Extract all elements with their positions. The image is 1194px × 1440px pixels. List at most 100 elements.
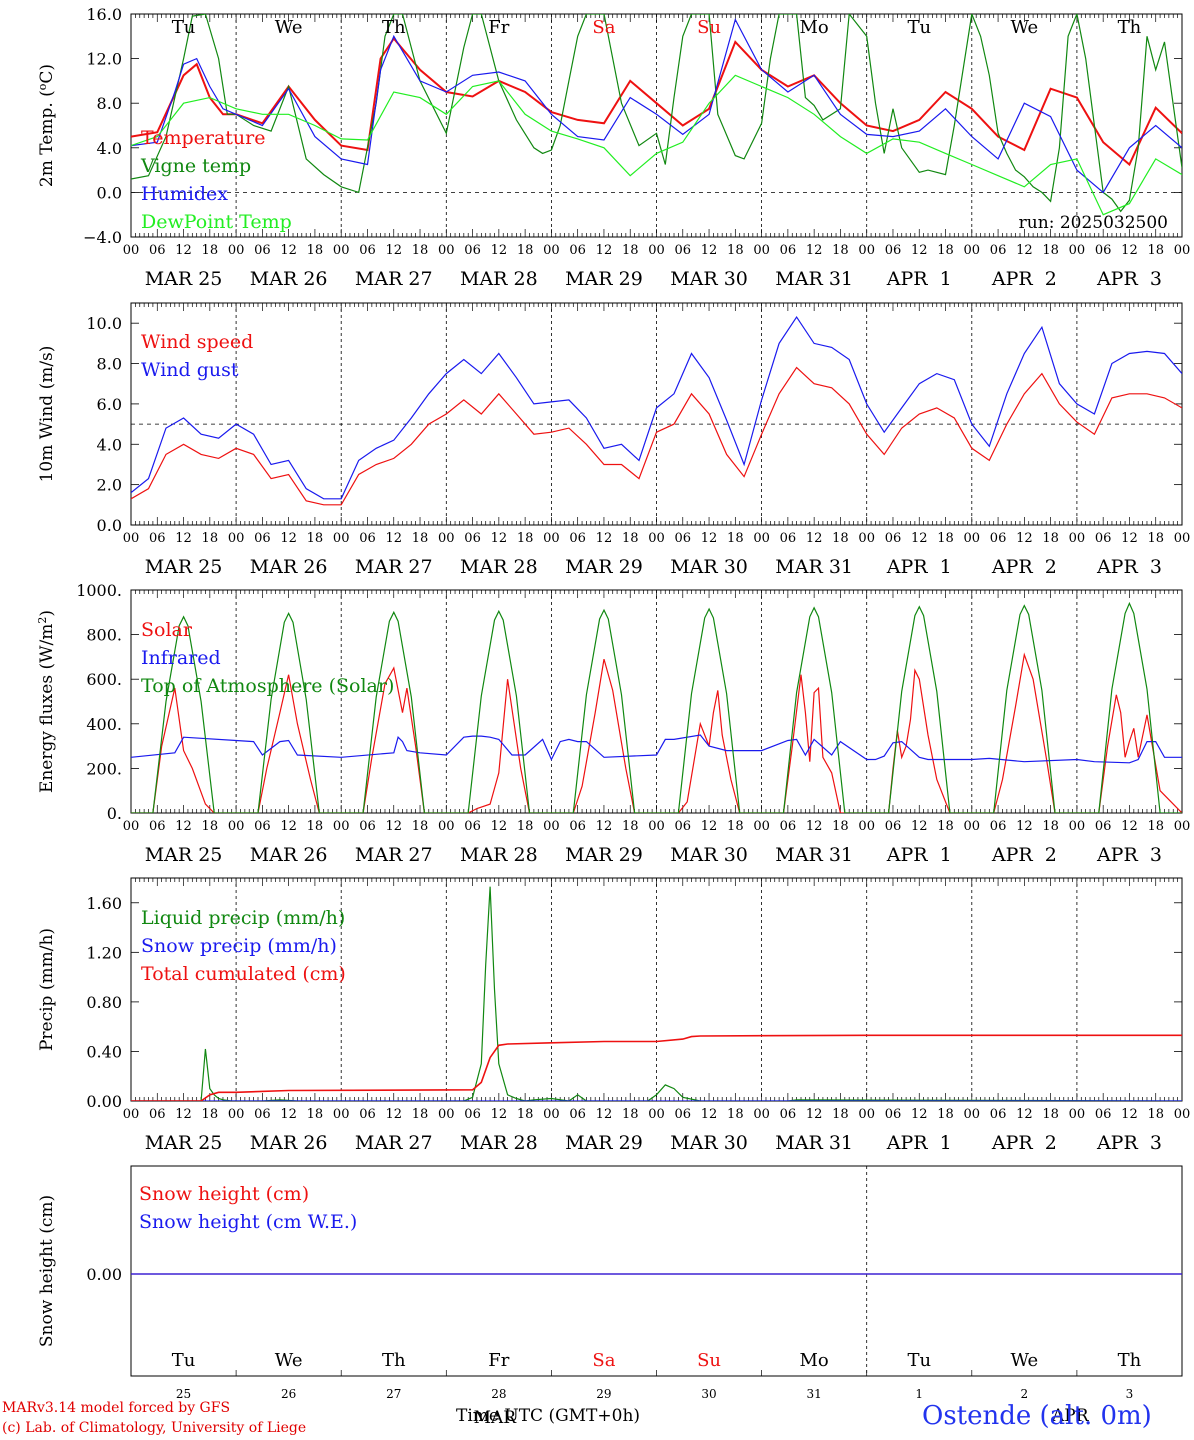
y-tick-label: 4.0 [97,139,122,158]
y-tick-label: 800. [86,626,122,645]
legend-entry: Liquid precip (mm/h) [141,907,345,929]
hour-label: 00 [123,1107,140,1122]
date-label: APR 3 [1096,844,1162,866]
hour-label: 12 [491,1107,508,1122]
hour-label: 12 [491,243,508,258]
series-humidex [131,17,1182,194]
hour-label: 18 [517,243,534,258]
day-number: 26 [281,1387,296,1401]
location-title: Ostende (alt. 0m) [922,1401,1152,1431]
hour-label: 18 [1042,243,1059,258]
y-tick-label: 600. [86,670,122,689]
hour-label: 06 [885,819,902,834]
hour-label: 00 [858,531,875,546]
date-label: MAR 27 [355,556,433,578]
date-label: MAR 25 [145,268,223,290]
hour-label: 12 [701,1107,718,1122]
panel-5 [130,1165,1183,1377]
y-axis-label: Energy fluxes (W/m2) [36,610,58,793]
y-axis-label: Snow height (cm) [37,1195,57,1347]
hour-label: 18 [202,819,219,834]
day-number: 1 [915,1387,923,1401]
date-label: MAR 26 [250,556,328,578]
legend-entry: Snow precip (mm/h) [141,935,337,957]
hour-label: 06 [254,531,271,546]
legend-entry: Wind speed [141,331,253,353]
hour-label: 12 [1016,1107,1033,1122]
day-name: Sa [592,17,615,38]
y-tick-label: 200. [86,759,122,778]
hour-label: 12 [701,819,718,834]
hour-label: 06 [780,819,797,834]
y-tick-label: 8.0 [97,355,122,374]
hour-label: 06 [675,1107,692,1122]
hour-label: 06 [675,819,692,834]
hour-label: 06 [464,819,481,834]
hour-label: 12 [596,819,613,834]
date-label: APR 3 [1096,268,1162,290]
hour-label: 06 [1095,1107,1112,1122]
hour-label: 00 [964,1107,981,1122]
hour-label: 00 [1069,819,1086,834]
series-dewpoint-temp [131,74,1182,216]
y-tick-label: 400. [86,715,122,734]
y-tick-label: 0.0 [97,516,122,535]
date-label: MAR 26 [250,844,328,866]
date-label: MAR 28 [460,1132,538,1154]
hour-label: 18 [727,819,744,834]
hour-label: 00 [753,243,770,258]
hour-label: 18 [202,1107,219,1122]
y-tick-label: 1.60 [86,894,122,913]
hour-label: 06 [990,243,1007,258]
hour-label: 18 [727,243,744,258]
hour-label: 06 [885,531,902,546]
hour-label: 12 [806,531,823,546]
hour-label: 12 [596,243,613,258]
hour-label: 18 [622,819,639,834]
day-name: Mo [800,1350,829,1371]
hour-label: 06 [1095,243,1112,258]
hour-label: 00 [753,819,770,834]
hour-label: 06 [990,1107,1007,1122]
day-name: We [275,17,303,38]
y-tick-label: 8.0 [97,94,122,113]
series-wind-gust [131,316,1182,500]
date-label: APR 2 [991,1132,1057,1154]
hour-label: 18 [1147,243,1164,258]
hour-label: 06 [780,243,797,258]
series-liquid-precip-mm-h [131,886,1182,1101]
hour-label: 00 [228,243,245,258]
hour-label: 12 [1121,243,1138,258]
legend-entry: Humidex [141,183,228,205]
hour-label: 18 [937,531,954,546]
y-tick-label: 16.0 [86,5,122,24]
legend-entry: Snow height (cm W.E.) [139,1211,357,1233]
hour-label: 00 [858,1107,875,1122]
y-axis-label: 10m Wind (m/s) [37,346,57,483]
y-tick-label: 0.00 [86,1265,122,1284]
hour-label: 12 [280,243,297,258]
hour-label: 18 [412,819,429,834]
hour-label: 06 [569,243,586,258]
hour-label: 18 [622,531,639,546]
hour-label: 18 [622,1107,639,1122]
hour-label: 12 [1121,1107,1138,1122]
day-number: 29 [596,1387,611,1401]
hour-label: 00 [648,531,665,546]
hour-label: 06 [990,819,1007,834]
legend-entry: Infrared [141,647,221,669]
hour-label: 06 [780,531,797,546]
hour-label: 18 [1042,531,1059,546]
hour-label: 18 [832,1107,849,1122]
hour-label: 00 [964,243,981,258]
date-label: MAR 30 [670,1132,748,1154]
day-name: Sa [592,1350,615,1371]
hour-label: 00 [1069,1107,1086,1122]
hour-label: 12 [1121,531,1138,546]
hour-label: 00 [123,243,140,258]
y-tick-label: 6.0 [97,395,122,414]
hour-label: 12 [385,243,402,258]
hour-label: 00 [753,1107,770,1122]
day-name: Th [1118,1350,1142,1371]
